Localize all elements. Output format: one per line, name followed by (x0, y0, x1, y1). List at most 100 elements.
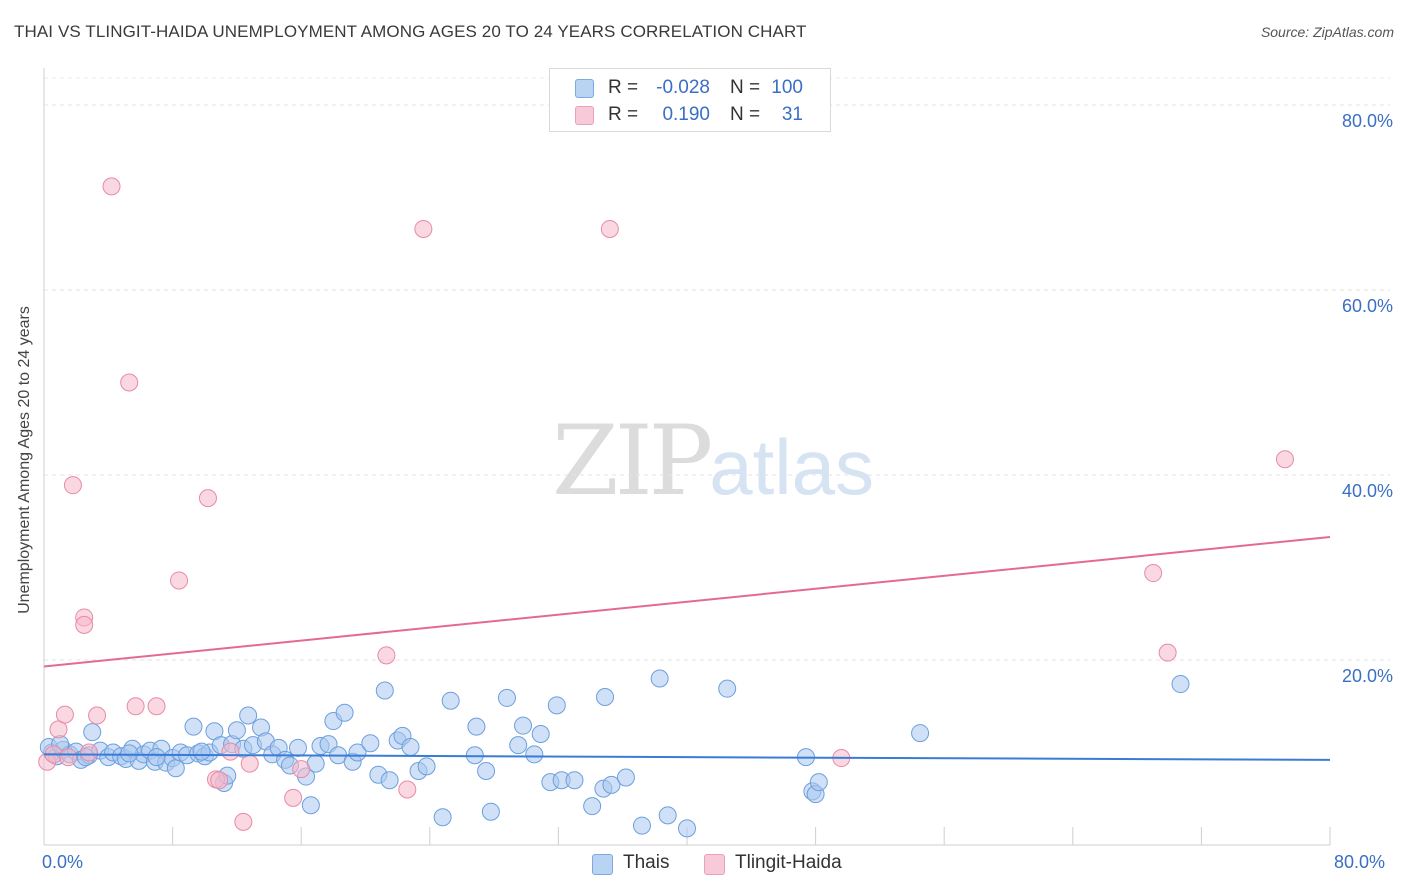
watermark-atlas: atlas (709, 423, 874, 511)
thais-point (531, 725, 550, 743)
legend-r-label: R = (608, 104, 639, 125)
thais-point (678, 819, 696, 838)
y-tick-label: 80.0% (1342, 111, 1393, 131)
thais-point (380, 771, 399, 790)
legend-n-label: N = (730, 77, 761, 98)
thais-point (361, 734, 380, 753)
thais-point (497, 688, 516, 707)
tlingit-point (414, 219, 433, 238)
y-axis-label: Unemployment Among Ages 20 to 24 years (16, 306, 33, 614)
tlingit-point (49, 720, 68, 739)
trend-lines (43, 535, 1331, 761)
axes (43, 68, 1331, 846)
tlingit-legend-swatch (704, 854, 725, 875)
thais-point (120, 744, 139, 763)
thais-point (658, 806, 677, 825)
tlingit-point (240, 754, 259, 773)
tlingit-point (1144, 564, 1163, 583)
tlingit-point (59, 748, 78, 767)
chart-title: THAI VS TLINGIT-HAIDA UNEMPLOYMENT AMONG… (14, 22, 807, 41)
thais-point (718, 679, 737, 698)
tlingit-point (80, 743, 99, 762)
thais-point (565, 771, 584, 790)
legend-r-value: 0.190 (662, 104, 710, 125)
tlingit-point (88, 706, 107, 725)
thais-point (911, 724, 930, 743)
thais-point (288, 738, 307, 757)
thais-legend-label: Thais (623, 852, 670, 873)
thais-point (239, 706, 258, 725)
tlingit-point (234, 812, 253, 831)
thais-point (481, 802, 500, 821)
thais-point (583, 797, 602, 816)
thais-legend-swatch (592, 854, 613, 875)
tlingit-trend-line (43, 535, 1331, 668)
x-min-label: 0.0% (42, 852, 84, 872)
x-max-label: 80.0% (1334, 852, 1386, 872)
legend-n-value: 100 (771, 77, 803, 98)
thais-point (375, 681, 394, 700)
tlingit-points (38, 177, 1294, 831)
thais-point (1171, 675, 1190, 694)
legend-row-tlingit: R = 0.190 N = 31 (550, 102, 830, 128)
thais-point (147, 748, 166, 767)
legend-r-value: -0.028 (656, 77, 710, 98)
thais-point (467, 717, 486, 736)
thais-point (602, 775, 621, 794)
thais-point (83, 723, 102, 742)
watermark: ZIPatlas (552, 405, 874, 517)
thais-point (525, 745, 544, 764)
y-tick-label: 20.0% (1342, 666, 1393, 686)
thais-point (632, 816, 651, 835)
thais-point (616, 768, 635, 787)
thais-point (477, 762, 496, 780)
tlingit-swatch (575, 106, 594, 125)
thais-point (433, 808, 452, 827)
tlingit-point (1275, 450, 1294, 469)
thais-swatch (575, 79, 594, 98)
y-tick-label: 60.0% (1342, 296, 1393, 316)
tlingit-point (147, 697, 166, 716)
thais-point (348, 743, 367, 762)
tlingit-point (120, 373, 139, 392)
tlingit-point (63, 476, 82, 495)
correlation-legend: R = -0.028 N = 100 R = 0.190 N = 31 (549, 68, 831, 132)
tlingit-point (377, 646, 396, 665)
tlingit-point (221, 742, 240, 761)
tlingit-point (198, 489, 217, 508)
tlingit-point (600, 219, 619, 238)
legend-n-label: N = (730, 104, 761, 125)
thais-point (809, 773, 828, 792)
tlingit-point (55, 705, 74, 724)
thais-point (227, 721, 246, 740)
legend-row-thais: R = -0.028 N = 100 (550, 75, 830, 101)
legend-n-value: 31 (781, 104, 803, 125)
tlingit-point (210, 771, 229, 790)
tlingit-point (102, 177, 121, 196)
thais-point (184, 717, 203, 736)
tlingit-point (75, 615, 94, 634)
thais-point (417, 757, 436, 776)
thais-points (39, 669, 1190, 838)
tlingit-point (284, 788, 303, 807)
thais-point (509, 736, 528, 755)
thais-point (192, 742, 211, 761)
watermark-zip: ZIP (552, 405, 713, 517)
y-tick-labels: 20.0% 40.0% 60.0% 80.0% (1342, 111, 1393, 686)
tlingit-legend-label: Tlingit-Haida (735, 852, 842, 873)
tlingit-point (398, 780, 417, 799)
y-tick-label: 40.0% (1342, 481, 1393, 501)
thais-point (441, 691, 460, 710)
thais-point (547, 696, 566, 715)
legend-r-label: R = (608, 77, 639, 98)
source-label: Source: ZipAtlas.com (1260, 24, 1394, 40)
tlingit-point (1158, 643, 1177, 662)
tlingit-point (292, 760, 311, 779)
gridlines (44, 77, 1390, 661)
thais-point (301, 796, 320, 815)
thais-point (514, 716, 533, 735)
tlingit-point (126, 697, 145, 716)
thais-point (401, 737, 420, 756)
tlingit-point (170, 571, 189, 590)
